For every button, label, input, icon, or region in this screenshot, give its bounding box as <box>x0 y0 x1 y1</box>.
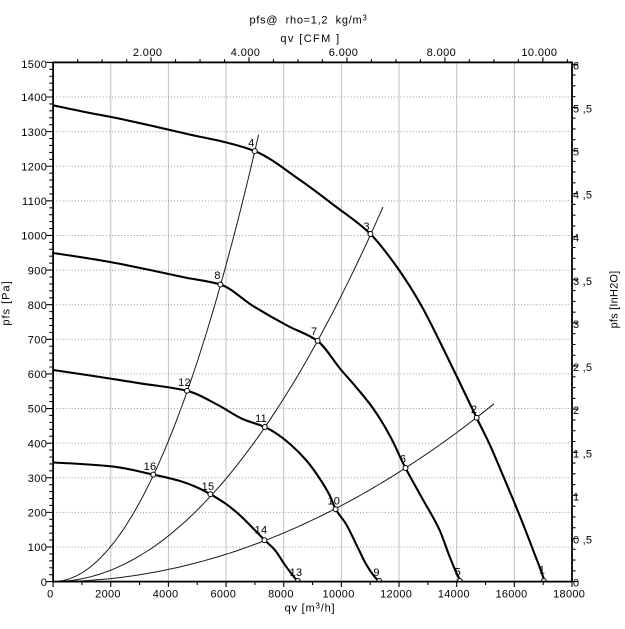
svg-text:6: 6 <box>573 60 579 72</box>
svg-text:8: 8 <box>214 270 220 282</box>
svg-text:2 ,5: 2 ,5 <box>573 362 592 374</box>
svg-text:10000: 10000 <box>323 589 355 601</box>
svg-text:500: 500 <box>28 404 48 416</box>
svg-text:15: 15 <box>202 481 215 493</box>
svg-text:400: 400 <box>28 438 48 450</box>
svg-text:pfs [Pa]: pfs [Pa] <box>1 280 13 325</box>
svg-text:2: 2 <box>573 405 579 417</box>
svg-text:11: 11 <box>255 413 267 425</box>
svg-text:2.000: 2.000 <box>133 47 163 59</box>
svg-text:1100: 1100 <box>22 196 47 208</box>
svg-text:3: 3 <box>363 221 369 233</box>
svg-text:0: 0 <box>41 577 48 589</box>
svg-text:5: 5 <box>455 567 461 579</box>
svg-text:4: 4 <box>248 138 254 150</box>
svg-text:600: 600 <box>28 369 48 381</box>
svg-text:6.000: 6.000 <box>329 47 359 59</box>
svg-text:9: 9 <box>373 567 379 579</box>
svg-text:900: 900 <box>28 265 48 277</box>
svg-text:0 ,5: 0 ,5 <box>573 535 592 547</box>
svg-text:18000: 18000 <box>553 589 585 601</box>
svg-text:1 ,5: 1 ,5 <box>573 448 592 460</box>
svg-text:16: 16 <box>144 461 157 473</box>
svg-text:300: 300 <box>28 473 48 485</box>
svg-text:4: 4 <box>573 233 579 245</box>
svg-text:3 ,5: 3 ,5 <box>573 276 592 288</box>
svg-text:10: 10 <box>327 495 340 507</box>
svg-text:16000: 16000 <box>495 589 527 601</box>
svg-text:12000: 12000 <box>380 589 412 601</box>
svg-text:10.000: 10.000 <box>521 47 557 59</box>
svg-text:8000: 8000 <box>268 589 294 601</box>
svg-text:1: 1 <box>573 491 579 503</box>
svg-text:1300: 1300 <box>21 127 47 139</box>
svg-text:0: 0 <box>47 589 53 601</box>
svg-text:700: 700 <box>28 335 48 347</box>
svg-text:6: 6 <box>400 454 406 466</box>
svg-text:14000: 14000 <box>438 589 470 601</box>
svg-text:2000: 2000 <box>95 589 121 601</box>
svg-text:14: 14 <box>255 525 268 537</box>
svg-text:200: 200 <box>28 508 48 520</box>
svg-text:1400: 1400 <box>21 92 47 104</box>
svg-text:4.000: 4.000 <box>231 47 261 59</box>
svg-text:5 ,5: 5 ,5 <box>573 103 592 115</box>
svg-text:pfs@ rho=1,2 kg/m3: pfs@ rho=1,2 kg/m3 <box>250 14 368 27</box>
svg-text:13: 13 <box>290 567 303 579</box>
svg-text:7: 7 <box>311 326 317 338</box>
svg-text:800: 800 <box>28 300 48 312</box>
svg-text:12: 12 <box>178 377 191 389</box>
svg-text:8.000: 8.000 <box>427 47 457 59</box>
svg-text:4 ,5: 4 ,5 <box>573 190 592 202</box>
svg-text:6000: 6000 <box>210 589 236 601</box>
svg-text:100: 100 <box>28 542 48 554</box>
svg-text:1000: 1000 <box>21 231 47 243</box>
svg-text:qv [m3/h]: qv [m3/h] <box>285 602 336 615</box>
svg-text:pfs [InH2O]: pfs [InH2O] <box>609 271 621 329</box>
svg-text:1500: 1500 <box>21 59 47 71</box>
svg-text:1: 1 <box>539 565 545 577</box>
svg-text:3: 3 <box>573 319 579 331</box>
svg-text:5: 5 <box>573 147 579 159</box>
svg-text:2: 2 <box>471 404 477 416</box>
svg-text:qv [CFM ]: qv [CFM ] <box>280 33 340 45</box>
svg-text:4000: 4000 <box>153 589 179 601</box>
svg-text:1200: 1200 <box>21 161 47 173</box>
svg-text:0: 0 <box>573 578 579 590</box>
